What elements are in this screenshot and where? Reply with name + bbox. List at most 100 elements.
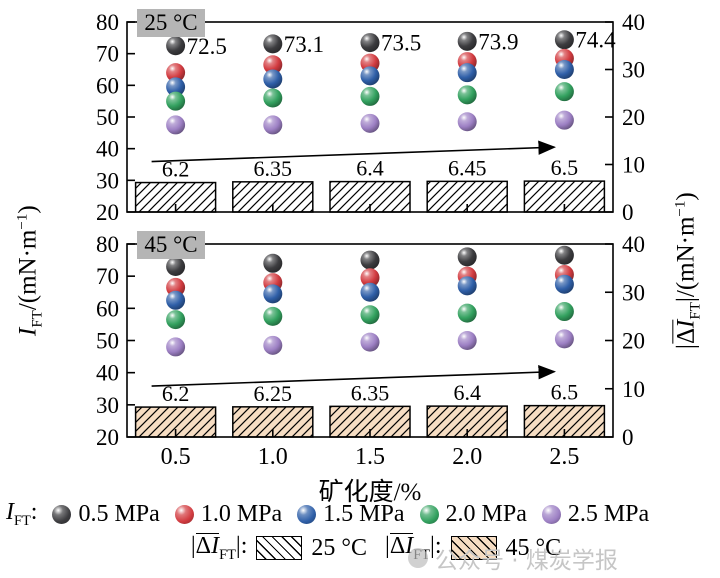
abs-bar-close: |: [235, 533, 248, 559]
scatter-point [263, 88, 283, 108]
delta-overline: ΔI [672, 319, 700, 345]
panel-label-box [137, 231, 205, 259]
legend-ball-icon [541, 504, 561, 524]
legend-ball-icon [52, 504, 72, 524]
watermark: 公众号 · 煤炭学报 [408, 541, 618, 575]
scatter-point [554, 302, 574, 322]
left-axis-subscript: FT [29, 310, 46, 328]
y-tick-label: 40 [96, 361, 119, 386]
legend-ift-colon: : [30, 499, 38, 525]
left-axis-unit: /(mN·m [14, 229, 42, 311]
scatter-point [457, 303, 477, 323]
legend-item-label: 2.0 MPa [445, 500, 527, 527]
scatter-point [457, 85, 477, 105]
scatter-point [263, 253, 283, 273]
scatter-point [360, 282, 380, 302]
legend-item-2.0-mpa: 2.0 MPa [419, 500, 527, 528]
panel-label-box [137, 9, 205, 37]
y2-tick-label: 0 [622, 200, 634, 225]
scatter-point [263, 34, 283, 54]
trend-arrow [151, 140, 556, 163]
scatter-point [360, 268, 380, 288]
scatter-point [263, 55, 283, 75]
bar [232, 406, 314, 438]
abs-bar: | [385, 533, 390, 559]
left-axis-unit-close: ) [14, 205, 42, 214]
scatter-point [166, 36, 186, 56]
legend-items: 0.5 MPa 1.0 MPa 1.5 MPa 2.0 MPa 2.5 MPa [37, 501, 649, 528]
y-tick-label: 70 [96, 264, 119, 289]
legend-bars: |ΔIFT|: 25 °C |ΔIFT|: 45 °C [16, 533, 720, 564]
scatter-point [360, 66, 380, 86]
scatter-point [166, 63, 186, 83]
bar-value-label: 6.35 [254, 156, 293, 181]
x-tick-label: 1.5 [355, 444, 385, 470]
delta-symbol: Δ [389, 533, 406, 559]
y2-tick-label: 30 [622, 280, 645, 305]
y-tick-label: 60 [96, 73, 119, 98]
scatter-point [554, 60, 574, 79]
y-tick-label: 30 [96, 168, 119, 193]
abs-bar: | [672, 344, 700, 350]
scatter-point [263, 69, 283, 89]
legend-item-label: 2.5 MPa [567, 500, 650, 527]
scatter-point [360, 250, 380, 270]
scatter-point [263, 335, 283, 355]
y-tick-label: 30 [96, 393, 119, 418]
scatter-point [360, 86, 380, 106]
scatter-point [360, 305, 380, 325]
left-axis-title: IFT/(mN·m−1) [7, 91, 52, 451]
legend-ball-icon [174, 504, 194, 524]
bar-value-label: 6.5 [551, 380, 579, 405]
scatter-point [166, 257, 186, 277]
scatter-point [166, 115, 186, 135]
bar-value-label: 6.4 [453, 380, 481, 405]
x-tick-label: 1.0 [258, 444, 288, 470]
hatch-swatch-45c [450, 536, 497, 561]
abs-bar-close: |: [430, 533, 442, 559]
point-value-label: 73.1 [284, 32, 324, 57]
y2-tick-label: 0 [622, 425, 634, 450]
scatter-point [554, 82, 574, 102]
scatter-point [457, 331, 477, 350]
y2-tick-label: 40 [622, 10, 645, 35]
x-tick-label: 2.0 [452, 444, 482, 470]
scatter-point [457, 247, 477, 267]
scatter-point [360, 332, 380, 352]
scatter-point [263, 115, 283, 135]
delta-i: I [211, 533, 220, 559]
y-tick-label: 80 [96, 232, 119, 257]
legend-temp-25: 25 °C [311, 534, 367, 561]
right-axis-subscript: FT [687, 302, 704, 320]
bar-value-label: 6.45 [448, 155, 487, 180]
panel-25°C: 6.2 6.35 6.4 6.45 6.520304050607080010203040… [96, 9, 645, 225]
legend-item-1.5-mpa: 1.5 MPa [297, 500, 405, 528]
y-tick-label: 50 [96, 105, 119, 130]
bar [426, 405, 508, 438]
legend-ball-icon [297, 504, 317, 524]
scatter-point [457, 276, 477, 296]
panel-label: 25 °C [144, 10, 197, 35]
y2-tick-label: 20 [622, 105, 645, 130]
delta-i: I [405, 533, 414, 559]
legend-item-label: 1.5 MPa [323, 500, 405, 527]
y2-tick-label: 30 [622, 58, 645, 83]
point-value-label: 72.5 [187, 34, 227, 59]
left-axis-unit-exp: −1 [14, 213, 31, 230]
scatter-point [166, 290, 186, 310]
scatter-point [554, 110, 574, 130]
y-tick-label: 20 [96, 425, 119, 450]
abs-bar-close: | [672, 297, 700, 303]
scatter-point [554, 274, 574, 294]
watermark-text: 公众号 · 煤炭学报 [435, 548, 618, 574]
delta-i: I [672, 319, 700, 328]
legend-item-label: 0.5 MPa [78, 500, 160, 527]
scatter-point [166, 310, 186, 330]
scatter-point [554, 30, 574, 50]
point-value-label: 73.9 [478, 29, 518, 54]
bar-value-label: 6.5 [551, 155, 579, 180]
delta-symbol: Δ [195, 533, 212, 559]
legend-ball-icon [419, 504, 439, 524]
